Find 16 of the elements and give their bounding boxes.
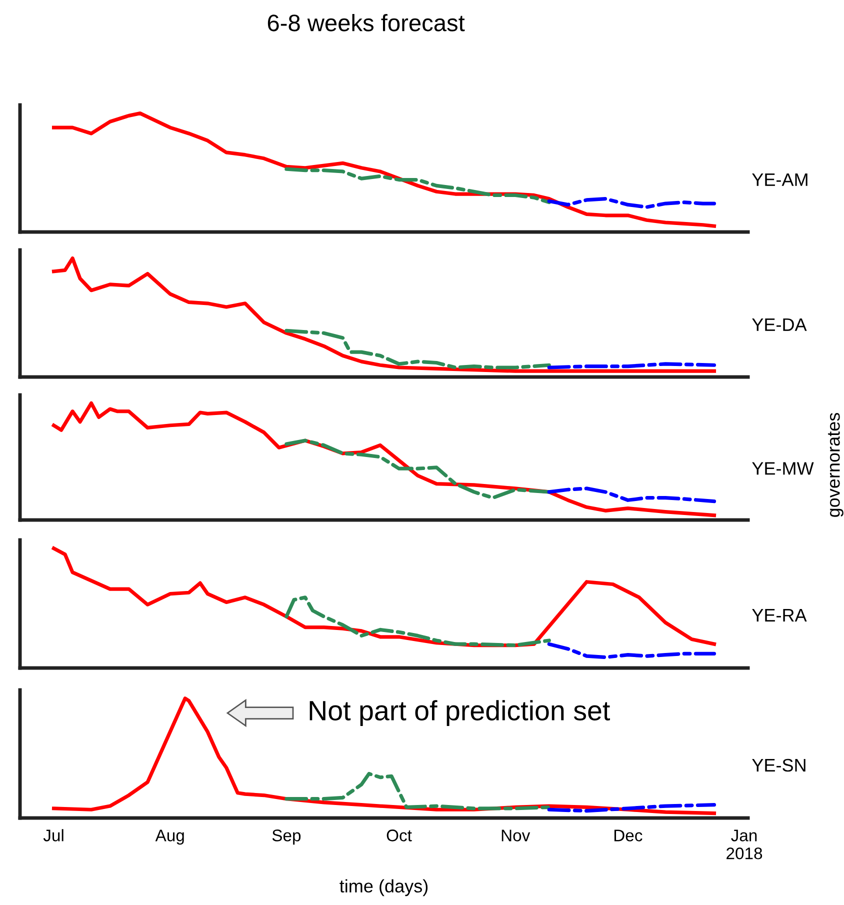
y-axis-title: YE-SN: [752, 758, 806, 772]
chart-title: 6-8 weeks forecast: [268, 14, 465, 32]
y-axis-title: YE-AM: [752, 173, 808, 186]
annotation: Not part of prediction set: [310, 700, 610, 726]
x-tick-label: Aug: [155, 830, 184, 845]
x-tick-label: Dec: [614, 830, 642, 842]
x-tick-label: Nov: [502, 830, 530, 842]
y-axis-title: YE-DA: [752, 318, 807, 331]
x-tick-label: Sep: [272, 830, 301, 845]
y-axis-title: YE-RA: [752, 609, 807, 622]
y2-axis-title: governorates: [828, 412, 844, 517]
x-tick-label: Oct: [386, 830, 412, 842]
x-tick-label: Jan 2018: [726, 830, 762, 860]
y-axis-title: YE-MW: [752, 462, 814, 475]
x-axis-title: time (days): [340, 879, 428, 896]
x-tick-label: Jul: [43, 829, 64, 842]
